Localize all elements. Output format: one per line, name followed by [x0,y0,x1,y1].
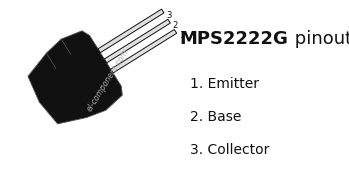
Text: 1: 1 [179,32,184,40]
Text: 1. Emitter: 1. Emitter [190,77,259,92]
Text: el-component.com: el-component.com [86,48,131,113]
Text: 2. Base: 2. Base [190,110,242,124]
Polygon shape [28,31,122,124]
Polygon shape [111,29,177,73]
Text: pinout: pinout [289,30,349,48]
Polygon shape [104,19,170,63]
Text: 3: 3 [166,11,172,20]
Text: MPS2222G: MPS2222G [180,30,289,48]
Polygon shape [98,9,164,53]
Text: 2: 2 [173,21,178,30]
Text: 3. Collector: 3. Collector [190,143,269,157]
